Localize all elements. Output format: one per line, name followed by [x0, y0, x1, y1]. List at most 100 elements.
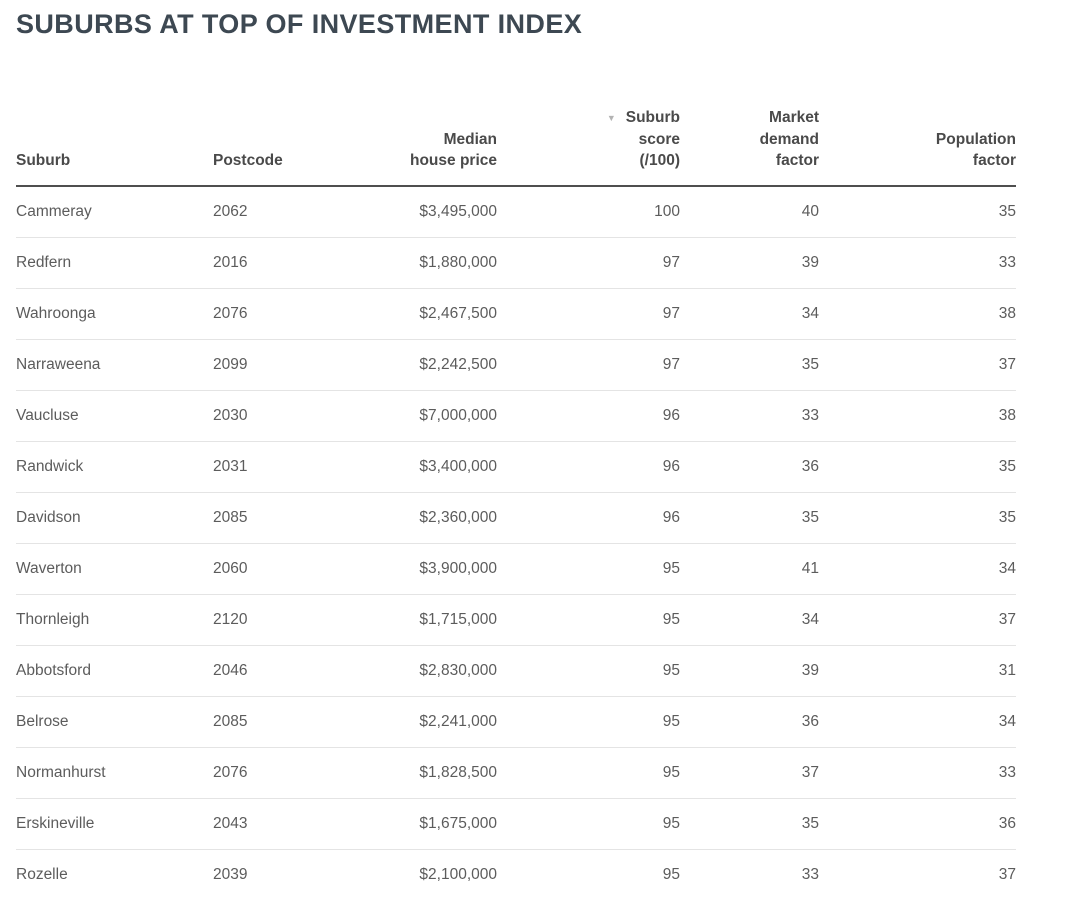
cell-postcode: 2099: [213, 339, 347, 391]
cell-population-factor: 37: [819, 339, 1016, 391]
table-row: Randwick 2031 $3,400,000 96 36 35: [16, 441, 1016, 493]
cell-population-factor: 38: [819, 288, 1016, 340]
column-header-label: Median house price: [410, 130, 497, 170]
column-header-label: Market demand factor: [759, 109, 819, 169]
table-row: Thornleigh 2120 $1,715,000 95 34 37: [16, 594, 1016, 646]
table-row: Waverton 2060 $3,900,000 95 41 34: [16, 543, 1016, 595]
cell-market-demand-factor: 39: [680, 237, 819, 289]
cell-postcode: 2085: [213, 492, 347, 544]
cell-suburb-score: 97: [497, 237, 680, 289]
column-header-suburb-score[interactable]: ▼ Suburb score (/100): [497, 105, 680, 187]
table-row: Redfern 2016 $1,880,000 97 39 33: [16, 237, 1016, 289]
table-row: Belrose 2085 $2,241,000 95 36 34: [16, 696, 1016, 748]
cell-median-house-price: $1,675,000: [347, 798, 497, 850]
cell-market-demand-factor: 33: [680, 849, 819, 899]
cell-suburb: Wahroonga: [16, 288, 213, 340]
cell-population-factor: 34: [819, 696, 1016, 748]
cell-median-house-price: $2,241,000: [347, 696, 497, 748]
cell-market-demand-factor: 36: [680, 696, 819, 748]
cell-suburb-score: 96: [497, 390, 680, 442]
cell-postcode: 2039: [213, 849, 347, 899]
column-header-market-demand-factor[interactable]: Market demand factor: [680, 105, 819, 187]
cell-population-factor: 35: [819, 441, 1016, 493]
cell-suburb: Erskineville: [16, 798, 213, 850]
cell-suburb: Randwick: [16, 441, 213, 493]
table-row: Narraweena 2099 $2,242,500 97 35 37: [16, 339, 1016, 391]
table-row: Rozelle 2039 $2,100,000 95 33 37: [16, 849, 1016, 899]
column-header-suburb[interactable]: Suburb: [16, 105, 213, 187]
cell-population-factor: 37: [819, 594, 1016, 646]
investment-index-table: Suburb Postcode Median house price ▼ Sub…: [16, 105, 1016, 899]
cell-market-demand-factor: 39: [680, 645, 819, 697]
cell-population-factor: 33: [819, 747, 1016, 799]
column-header-label: Suburb score (/100): [625, 109, 680, 169]
table-row: Cammeray 2062 $3,495,000 100 40 35: [16, 185, 1016, 238]
cell-median-house-price: $2,467,500: [347, 288, 497, 340]
cell-market-demand-factor: 35: [680, 492, 819, 544]
cell-market-demand-factor: 37: [680, 747, 819, 799]
cell-postcode: 2031: [213, 441, 347, 493]
page-title: SUBURBS AT TOP OF INVESTMENT INDEX: [16, 9, 583, 39]
cell-suburb-score: 96: [497, 441, 680, 493]
column-header-postcode[interactable]: Postcode: [213, 105, 347, 187]
cell-median-house-price: $1,715,000: [347, 594, 497, 646]
cell-suburb-score: 95: [497, 594, 680, 646]
cell-median-house-price: $7,000,000: [347, 390, 497, 442]
table-row: Vaucluse 2030 $7,000,000 96 33 38: [16, 390, 1016, 442]
cell-median-house-price: $2,360,000: [347, 492, 497, 544]
table-row: Abbotsford 2046 $2,830,000 95 39 31: [16, 645, 1016, 697]
cell-population-factor: 34: [819, 543, 1016, 595]
cell-postcode: 2060: [213, 543, 347, 595]
cell-suburb: Waverton: [16, 543, 213, 595]
cell-suburb: Thornleigh: [16, 594, 213, 646]
cell-suburb: Cammeray: [16, 185, 213, 238]
cell-population-factor: 35: [819, 492, 1016, 544]
cell-postcode: 2076: [213, 747, 347, 799]
cell-market-demand-factor: 35: [680, 339, 819, 391]
cell-population-factor: 33: [819, 237, 1016, 289]
cell-median-house-price: $2,100,000: [347, 849, 497, 899]
cell-market-demand-factor: 34: [680, 594, 819, 646]
header-row: Suburb Postcode Median house price ▼ Sub…: [16, 105, 1016, 187]
cell-suburb: Vaucluse: [16, 390, 213, 442]
cell-suburb: Abbotsford: [16, 645, 213, 697]
cell-suburb-score: 95: [497, 747, 680, 799]
cell-postcode: 2016: [213, 237, 347, 289]
cell-suburb-score: 96: [497, 492, 680, 544]
table-row: Davidson 2085 $2,360,000 96 35 35: [16, 492, 1016, 544]
cell-postcode: 2030: [213, 390, 347, 442]
cell-suburb: Davidson: [16, 492, 213, 544]
column-header-label: Postcode: [213, 152, 283, 169]
cell-median-house-price: $2,242,500: [347, 339, 497, 391]
cell-suburb: Rozelle: [16, 849, 213, 899]
cell-suburb: Narraweena: [16, 339, 213, 391]
cell-population-factor: 37: [819, 849, 1016, 899]
cell-market-demand-factor: 34: [680, 288, 819, 340]
cell-suburb: Redfern: [16, 237, 213, 289]
cell-population-factor: 31: [819, 645, 1016, 697]
cell-median-house-price: $3,900,000: [347, 543, 497, 595]
column-header-median-house-price[interactable]: Median house price: [347, 105, 497, 187]
cell-postcode: 2120: [213, 594, 347, 646]
cell-postcode: 2085: [213, 696, 347, 748]
cell-suburb-score: 95: [497, 645, 680, 697]
column-header-label: Population factor: [935, 130, 1016, 170]
table-row: Erskineville 2043 $1,675,000 95 35 36: [16, 798, 1016, 850]
cell-market-demand-factor: 41: [680, 543, 819, 595]
cell-postcode: 2076: [213, 288, 347, 340]
cell-suburb-score: 95: [497, 849, 680, 899]
cell-median-house-price: $3,400,000: [347, 441, 497, 493]
cell-suburb: Belrose: [16, 696, 213, 748]
cell-market-demand-factor: 36: [680, 441, 819, 493]
cell-median-house-price: $3,495,000: [347, 185, 497, 238]
cell-median-house-price: $2,830,000: [347, 645, 497, 697]
cell-population-factor: 36: [819, 798, 1016, 850]
cell-suburb-score: 97: [497, 288, 680, 340]
cell-market-demand-factor: 35: [680, 798, 819, 850]
table-row: Wahroonga 2076 $2,467,500 97 34 38: [16, 288, 1016, 340]
cell-population-factor: 35: [819, 185, 1016, 238]
cell-suburb: Normanhurst: [16, 747, 213, 799]
cell-market-demand-factor: 33: [680, 390, 819, 442]
column-header-population-factor[interactable]: Population factor: [819, 105, 1016, 187]
